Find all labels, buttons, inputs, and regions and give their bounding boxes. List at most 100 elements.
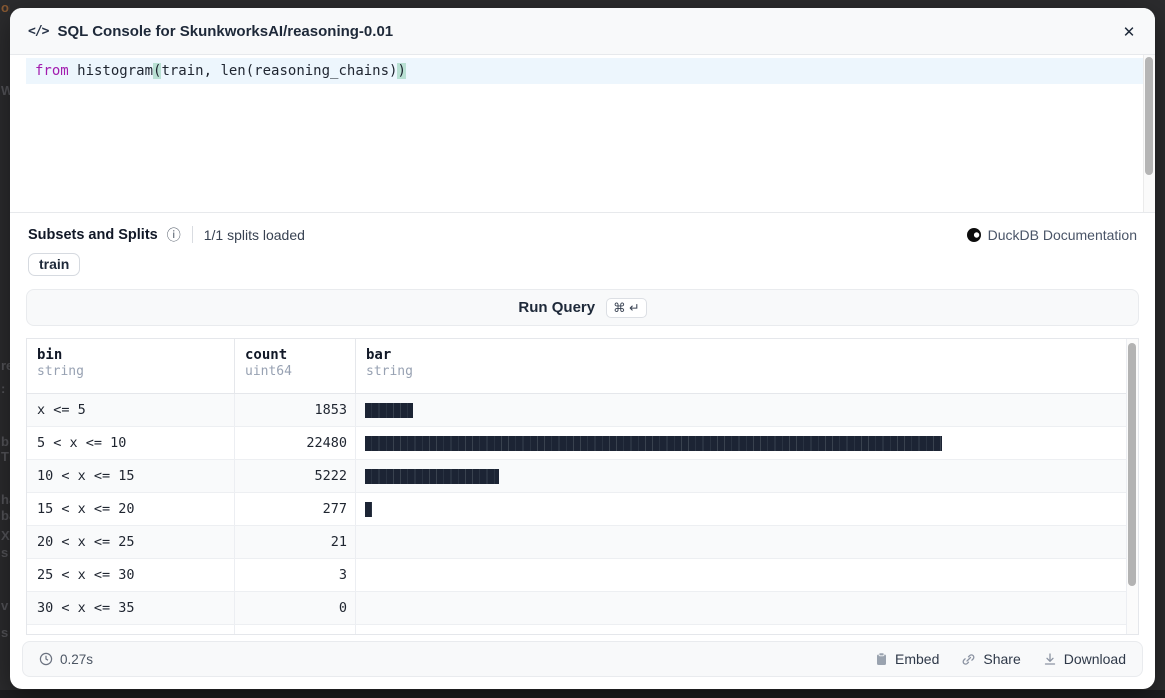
splits-loaded-text: 1/1 splits loaded <box>203 226 305 243</box>
column-header-bin: bin string <box>27 339 235 393</box>
editor-scrollbar[interactable] <box>1143 55 1155 212</box>
background-text-fragment: on <box>1 0 10 15</box>
table-row: 30 < x <= 35 0 <box>27 592 1138 625</box>
background-page-strip: onWre:bThhabaXTsvs <box>0 0 10 698</box>
histogram-bar <box>365 468 499 484</box>
duckdb-documentation-label: DuckDB Documentation <box>987 226 1137 243</box>
background-text-fragment: W <box>1 83 10 98</box>
column-header-bar: bar string <box>356 339 1138 393</box>
sql-function: histogram <box>68 63 154 79</box>
share-link-icon <box>963 653 975 665</box>
table-row: x <= 5 1853 <box>27 394 1138 427</box>
embed-icon <box>877 652 887 665</box>
code-icon: </> <box>28 23 50 39</box>
run-query-label: Run Query <box>518 299 596 316</box>
sql-arguments: train, len(reasoning_chains) <box>161 63 398 79</box>
info-icon[interactable]: ⓘ <box>166 226 181 243</box>
split-badges: train <box>28 253 1137 276</box>
histogram-bar <box>365 501 373 517</box>
run-query-button[interactable]: Run Query ⌘ ↵ <box>26 289 1139 326</box>
table-scrollbar-thumb[interactable] <box>1128 343 1136 586</box>
column-name: bin <box>37 347 63 363</box>
background-text-fragment: ha <box>1 492 10 507</box>
sql-editor[interactable]: from histogram(train, len(reasoning_chai… <box>10 55 1155 213</box>
column-type: uint64 <box>245 364 292 379</box>
split-badge-train[interactable]: train <box>28 253 81 276</box>
table-scrollbar[interactable] <box>1126 339 1138 634</box>
duckdb-documentation-link[interactable]: DuckDB Documentation <box>966 227 1137 243</box>
background-bottom-strip <box>0 690 1165 698</box>
bar-cell <box>356 592 1138 624</box>
share-label: Share <box>983 651 1021 667</box>
divider <box>191 226 193 243</box>
bar-cell <box>356 427 1138 459</box>
count-cell: 21 <box>235 526 356 558</box>
bin-cell: 10 < x <= 15 <box>27 460 235 492</box>
download-icon <box>1044 653 1055 665</box>
sql-bracket-close: ) <box>397 63 406 79</box>
table-row: 20 < x <= 25 21 <box>27 526 1138 559</box>
background-text-fragment: b <box>1 434 9 449</box>
editor-scrollbar-thumb[interactable] <box>1145 57 1153 175</box>
modal-header: </> SQL Console for SkunkworksAI/reasoni… <box>10 8 1155 55</box>
count-cell: 0 <box>235 625 356 634</box>
background-text-fragment: : <box>1 381 6 396</box>
download-label: Download <box>1063 651 1126 667</box>
results-table: bin string count uint64 bar string x <= 5 1853… <box>26 338 1139 635</box>
close-icon[interactable]: ✕ <box>1117 20 1141 44</box>
bar-cell <box>356 559 1138 591</box>
bin-cell: 5 < x <= 10 <box>27 427 235 459</box>
background-text-fragment: XT <box>1 528 10 543</box>
bin-cell: x <= 5 <box>27 394 235 426</box>
sql-code-line[interactable]: from histogram(train, len(reasoning_chai… <box>26 58 1143 84</box>
count-cell: 5222 <box>235 460 356 492</box>
bar-cell <box>356 460 1138 492</box>
results-footer: 0.27s Embed Share <box>22 641 1143 677</box>
background-text-fragment: s <box>1 625 9 640</box>
bin-cell: 25 < x <= 30 <box>27 559 235 591</box>
count-cell: 22480 <box>235 427 356 459</box>
keyboard-shortcut-badge: ⌘ ↵ <box>606 297 647 318</box>
elapsed-time: 0.27s <box>39 652 93 667</box>
table-row: 25 < x <= 30 3 <box>27 559 1138 592</box>
count-cell: 0 <box>235 592 356 624</box>
table-header-row: bin string count uint64 bar string <box>27 339 1138 394</box>
count-cell: 3 <box>235 559 356 591</box>
subsets-toolbar: Subsets and Splits ⓘ 1/1 splits loaded D… <box>28 222 1137 247</box>
table-row: 10 < x <= 15 5222 <box>27 460 1138 493</box>
duckdb-logo-icon <box>966 227 981 242</box>
column-name: bar <box>366 347 392 363</box>
table-row: 15 < x <= 20 277 <box>27 493 1138 526</box>
table-row: 35 < x <= 400 <box>27 625 1138 634</box>
histogram-bar <box>365 402 413 418</box>
subsets-label: Subsets and Splits <box>28 226 158 243</box>
column-header-count: count uint64 <box>235 339 356 393</box>
footer-actions: Embed Share Download <box>875 651 1126 667</box>
share-button[interactable]: Share <box>961 651 1021 667</box>
background-text-fragment: v <box>1 598 9 613</box>
sql-keyword: from <box>35 63 69 79</box>
download-button[interactable]: Download <box>1043 651 1126 667</box>
table-body: x <= 5 1853 5 < x <= 10 22480 10 < x <= 15 52… <box>27 394 1138 634</box>
background-text-fragment: s <box>1 545 9 560</box>
bar-cell <box>356 394 1138 426</box>
bar-cell <box>356 526 1138 558</box>
embed-button[interactable]: Embed <box>875 651 939 667</box>
clock-icon <box>39 652 53 666</box>
background-text-fragment: ba <box>1 508 10 523</box>
bin-cell: 20 < x <= 25 <box>27 526 235 558</box>
column-type: string <box>366 364 413 379</box>
elapsed-time-value: 0.27s <box>60 651 94 667</box>
table-row: 5 < x <= 10 22480 <box>27 427 1138 460</box>
column-name: count <box>245 347 288 363</box>
bin-cell: 15 < x <= 20 <box>27 493 235 525</box>
count-cell: 1853 <box>235 394 356 426</box>
sql-console-modal: </> SQL Console for SkunkworksAI/reasoni… <box>10 8 1155 689</box>
column-type: string <box>37 364 84 379</box>
sql-bracket-open: ( <box>153 63 162 79</box>
background-text-fragment: re <box>1 358 10 373</box>
histogram-bar <box>365 435 942 451</box>
count-cell: 277 <box>235 493 356 525</box>
bar-cell <box>356 493 1138 525</box>
